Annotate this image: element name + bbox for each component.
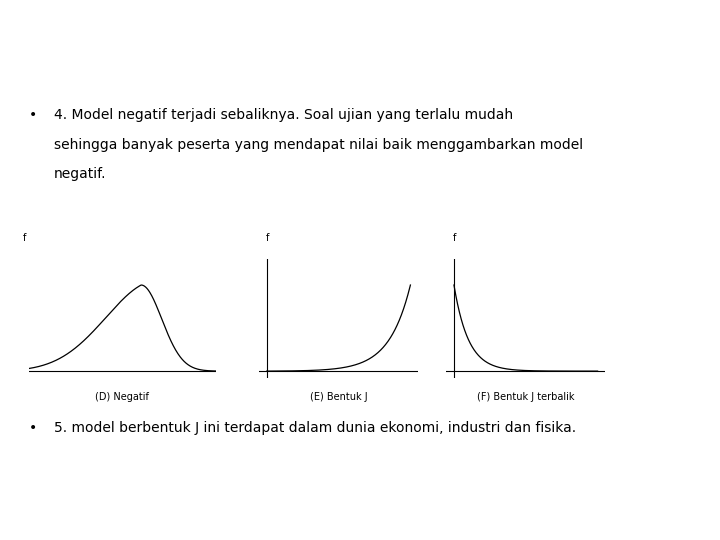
Text: negatif.: negatif. [54,167,107,181]
Text: f: f [266,233,269,243]
Text: (D) Negatif: (D) Negatif [96,392,149,402]
Text: 4. Model negatif terjadi sebaliknya. Soal ujian yang terlalu mudah: 4. Model negatif terjadi sebaliknya. Soa… [54,108,513,122]
Text: sehingga banyak peserta yang mendapat nilai baik menggambarkan model: sehingga banyak peserta yang mendapat ni… [54,138,583,152]
Text: •: • [29,421,37,435]
Text: f: f [23,233,27,243]
Text: f: f [453,233,456,243]
Text: (E) Bentuk J: (E) Bentuk J [310,392,367,402]
Text: (F) Bentuk J terbalik: (F) Bentuk J terbalik [477,392,575,402]
Text: 5. model berbentuk J ini terdapat dalam dunia ekonomi, industri dan fisika.: 5. model berbentuk J ini terdapat dalam … [54,421,576,435]
Text: •: • [29,108,37,122]
